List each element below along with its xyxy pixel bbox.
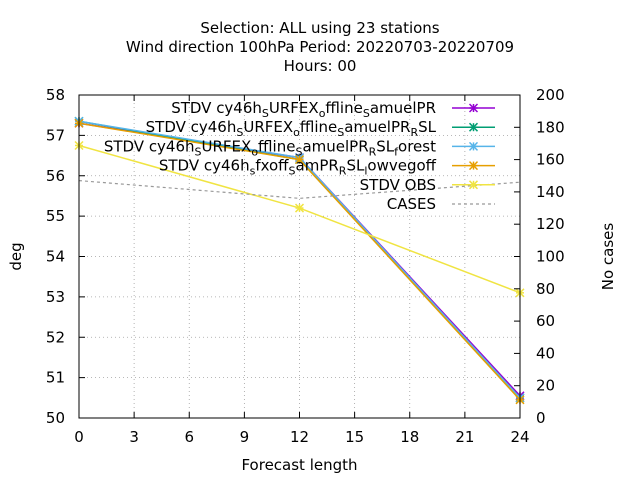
legend-marker-1 bbox=[468, 122, 479, 132]
series-point-4-1 bbox=[294, 203, 305, 213]
series-line-5 bbox=[78, 179, 521, 199]
legend-label-0: STDV cy46hSURFEXofflineSamuelPR bbox=[171, 99, 436, 120]
y-tick-label: 55 bbox=[46, 207, 65, 225]
y2-axis-label: No cases bbox=[599, 223, 617, 291]
legend-marker-2 bbox=[468, 141, 479, 151]
y2-tick-label: 100 bbox=[536, 248, 565, 266]
y2-tick-label: 120 bbox=[536, 215, 565, 233]
y2-tick-label: 140 bbox=[536, 183, 565, 201]
series-point-3-1 bbox=[294, 155, 305, 165]
x-tick-label: 24 bbox=[510, 428, 529, 446]
x-tick-label: 18 bbox=[400, 428, 419, 446]
legend-marker-3 bbox=[468, 161, 479, 171]
legend-label-1: STDV cy46hSURFEXofflineSamuelPRRSL bbox=[146, 118, 437, 139]
y-axis-label: deg bbox=[7, 242, 25, 270]
x-tick-label: 15 bbox=[345, 428, 364, 446]
y2-tick-label: 60 bbox=[536, 312, 555, 330]
x-axis-label: Forecast length bbox=[241, 456, 357, 474]
x-tick-label: 12 bbox=[290, 428, 309, 446]
y2-tick-label: 180 bbox=[536, 118, 565, 136]
x-tick-label: 6 bbox=[184, 428, 194, 446]
x-tick-label: 21 bbox=[455, 428, 474, 446]
y-tick-label: 53 bbox=[46, 288, 65, 306]
title-line-0: Selection: ALL using 23 stations bbox=[200, 19, 439, 37]
legend-label-4: STDV OBS bbox=[360, 176, 436, 194]
y2-tick-label: 0 bbox=[536, 409, 546, 427]
x-tick-label: 3 bbox=[129, 428, 139, 446]
legend-label-2: STDV cy46hSURFEXofflineSamuelPRRSLforest bbox=[104, 137, 436, 158]
y-tick-label: 51 bbox=[46, 369, 65, 387]
legend-marker-4 bbox=[468, 180, 479, 190]
y2-tick-label: 200 bbox=[536, 86, 565, 104]
title-line-2: Hours: 00 bbox=[284, 57, 357, 75]
title-line-1: Wind direction 100hPa Period: 20220703-2… bbox=[126, 38, 514, 56]
y2-tick-label: 80 bbox=[536, 280, 555, 298]
legend-label-3: STDV cy46hsfxoffSamPRRSLlowvegoff bbox=[159, 157, 437, 178]
grid bbox=[79, 95, 520, 418]
x-tick-label: 9 bbox=[240, 428, 250, 446]
x-tick-label: 0 bbox=[74, 428, 84, 446]
y-tick-label: 56 bbox=[46, 167, 65, 185]
legend-marker-0 bbox=[468, 103, 479, 113]
y2-tick-label: 40 bbox=[536, 344, 555, 362]
y-tick-label: 57 bbox=[46, 126, 65, 144]
y-tick-label: 58 bbox=[46, 86, 65, 104]
y-tick-label: 50 bbox=[46, 409, 65, 427]
y2-tick-label: 20 bbox=[536, 377, 555, 395]
y2-tick-label: 160 bbox=[536, 151, 565, 169]
legend-label-5: CASES bbox=[387, 195, 436, 213]
y-tick-label: 54 bbox=[46, 248, 65, 266]
axis-ticks: 0 3 6 9 12 15 18 21 24 50 51 52 53 54 55 56 57 58 0 20 40 60 8… bbox=[46, 86, 565, 446]
y-tick-label: 52 bbox=[46, 328, 65, 346]
